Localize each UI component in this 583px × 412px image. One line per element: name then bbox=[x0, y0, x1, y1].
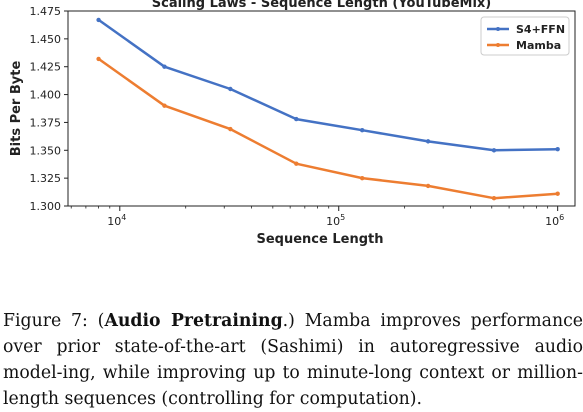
data-point bbox=[294, 116, 299, 122]
figure-caption: Figure 7: (Audio Pretraining.) Mamba imp… bbox=[3, 308, 583, 412]
legend-marker bbox=[496, 27, 500, 31]
y-tick-label: 1.375 bbox=[30, 116, 62, 129]
caption-prefix: Figure 7: ( bbox=[3, 311, 105, 331]
data-point bbox=[555, 146, 560, 152]
caption-bold-title: Audio Pretraining bbox=[104, 311, 283, 331]
data-point bbox=[491, 148, 497, 153]
data-point bbox=[162, 64, 167, 69]
series-line-s4-ffn bbox=[97, 18, 558, 152]
x-tick-label: 105 bbox=[326, 213, 345, 228]
x-tick-label: 104 bbox=[107, 213, 126, 228]
data-point bbox=[360, 128, 365, 133]
data-point bbox=[491, 196, 497, 201]
data-point bbox=[162, 103, 167, 108]
data-point bbox=[360, 175, 365, 181]
data-point bbox=[555, 191, 560, 196]
data-point bbox=[228, 86, 233, 92]
data-point bbox=[228, 126, 233, 132]
data-point bbox=[425, 139, 431, 144]
data-point bbox=[294, 161, 299, 166]
line-chart: Scaling Laws - Sequence Length (YouTubeM… bbox=[9, 0, 576, 247]
series-line-mamba bbox=[97, 57, 558, 200]
plot-frame bbox=[67, 10, 576, 207]
figure: Scaling Laws - Sequence Length (YouTubeM… bbox=[9, 0, 576, 247]
y-tick-label: 1.300 bbox=[30, 200, 62, 213]
x-axis-title: Sequence Length bbox=[257, 232, 384, 247]
x-tick-label: 106 bbox=[545, 213, 564, 228]
y-tick-label: 1.450 bbox=[30, 33, 62, 46]
y-tick-label: 1.325 bbox=[30, 172, 62, 185]
data-point bbox=[96, 56, 101, 62]
y-tick-label: 1.425 bbox=[30, 61, 62, 74]
y-tick-label: 1.350 bbox=[30, 144, 62, 157]
legend: S4+FFN Mamba bbox=[480, 16, 570, 56]
caption-body: .) Mamba improves performance over prior… bbox=[3, 311, 583, 409]
chart-title: Scaling Laws - Sequence Length (YouTubeM… bbox=[152, 0, 492, 11]
legend-label: Mamba bbox=[516, 39, 561, 52]
data-point bbox=[96, 17, 101, 23]
legend-label: S4+FFN bbox=[516, 23, 565, 36]
y-tick-label: 1.400 bbox=[30, 89, 62, 102]
y-tick-label: 1.475 bbox=[30, 5, 62, 18]
y-axis-title: Bits Per Byte bbox=[9, 61, 24, 157]
data-point bbox=[425, 183, 431, 189]
legend-marker bbox=[496, 43, 500, 47]
